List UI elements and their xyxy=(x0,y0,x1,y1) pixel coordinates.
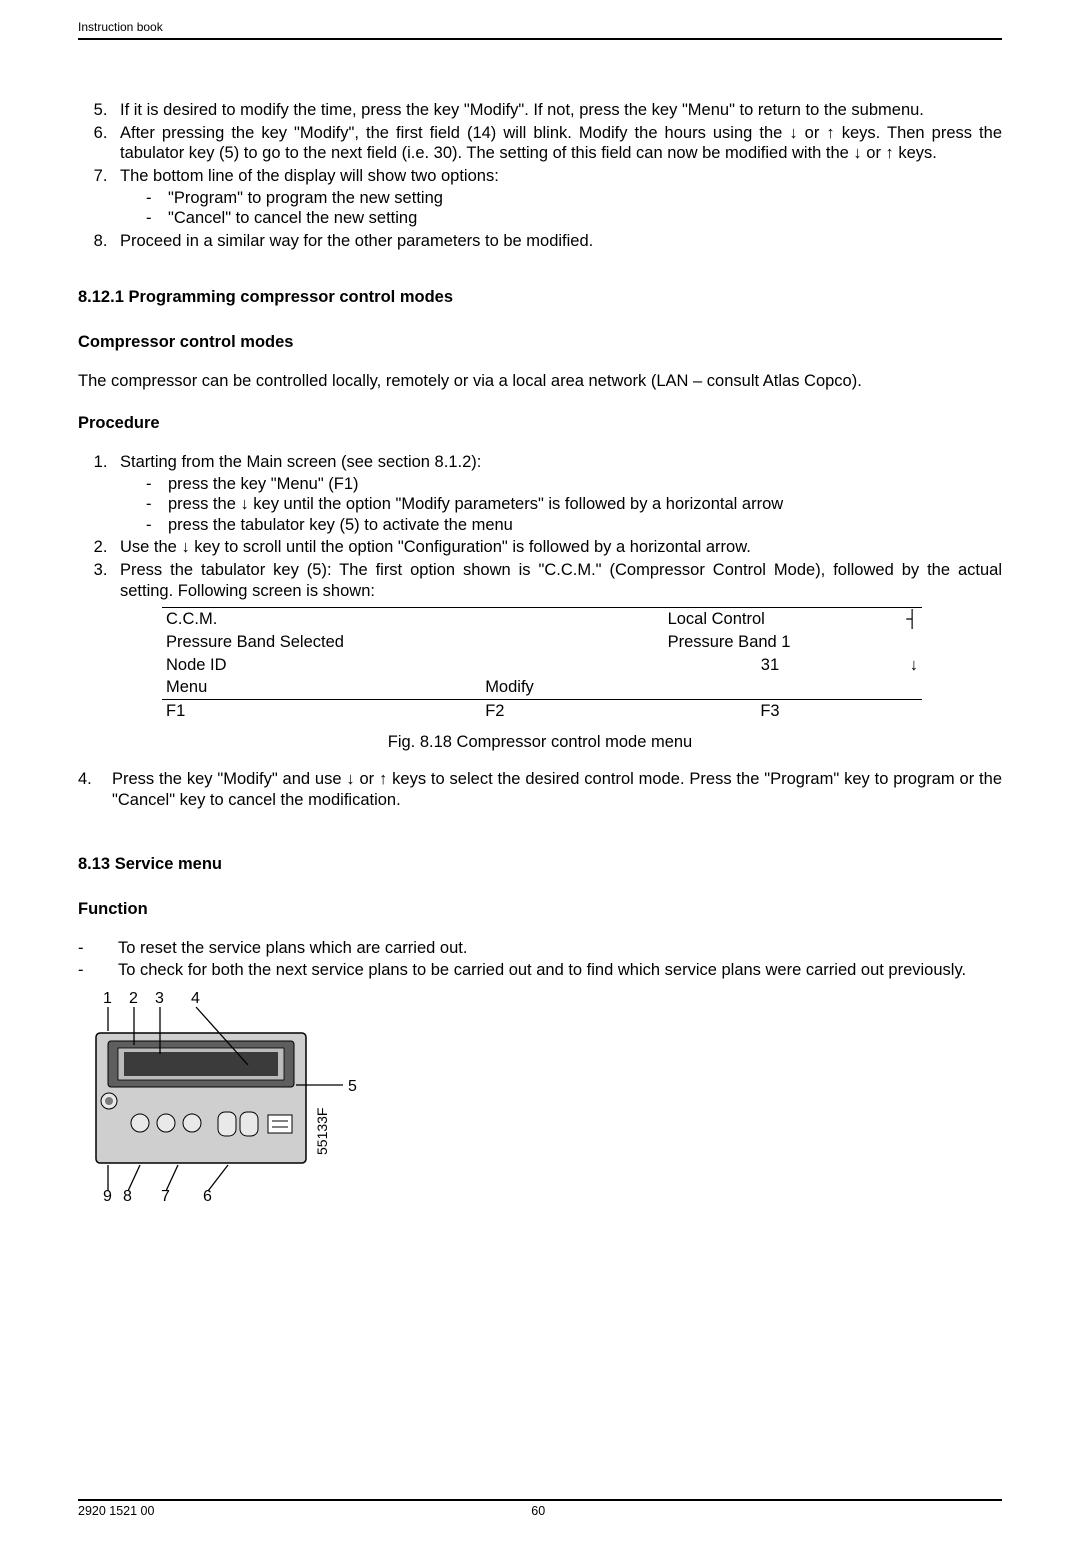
content: If it is desired to modify the time, pre… xyxy=(78,40,1002,1200)
header-label: Instruction book xyxy=(78,18,1002,38)
cell: Node ID xyxy=(162,654,481,677)
cell: 31 xyxy=(664,654,877,677)
table: C.C.M. Local Control ┤ Pressure Band Sel… xyxy=(162,607,922,722)
callout-2: 2 xyxy=(129,989,138,1009)
subheading-compressor-modes: Compressor control modes xyxy=(78,332,1002,353)
text: Use the ↓ key to scroll until the option… xyxy=(120,538,751,556)
list-item: After pressing the key "Modify", the fir… xyxy=(112,123,1002,164)
sub-item: press the ↓ key until the option "Modify… xyxy=(146,494,1002,515)
callout-9: 9 xyxy=(103,1187,112,1207)
cell: ↓ xyxy=(876,654,922,677)
panel-svg xyxy=(78,995,368,1200)
step-number: 4. xyxy=(78,769,112,814)
table-row: Node ID 31 ↓ xyxy=(162,654,922,677)
procedure-list: Starting from the Main screen (see secti… xyxy=(78,452,1002,601)
heading-8-13: 8.13 Service menu xyxy=(78,854,1002,875)
sub-item: "Program" to program the new setting xyxy=(146,188,1002,209)
subheading-function: Function xyxy=(78,899,1002,920)
callout-1: 1 xyxy=(103,989,112,1009)
cell xyxy=(876,631,922,654)
cell: F1 xyxy=(162,699,481,722)
list-item: Starting from the Main screen (see secti… xyxy=(112,452,1002,536)
cell: Pressure Band 1 xyxy=(664,631,877,654)
step-4: 4. Press the key "Modify" and use ↓ or ↑… xyxy=(78,769,1002,814)
text: Press the tabulator key (5): The first o… xyxy=(120,561,1002,600)
cell xyxy=(481,608,663,631)
sub-item: press the key "Menu" (F1) xyxy=(146,474,1002,495)
control-panel-diagram: 1 2 3 4 5 6 7 8 9 55133F xyxy=(78,995,368,1200)
cell xyxy=(481,631,663,654)
list-item: If it is desired to modify the time, pre… xyxy=(112,100,1002,121)
cell: F3 xyxy=(664,699,877,722)
side-label: 55133F xyxy=(314,1107,332,1154)
function-list: To reset the service plans which are car… xyxy=(78,938,1002,981)
paragraph: The compressor can be controlled locally… xyxy=(78,371,1002,392)
ordered-list-5: If it is desired to modify the time, pre… xyxy=(78,100,1002,251)
cell xyxy=(664,676,877,699)
callout-4: 4 xyxy=(191,989,200,1009)
cell: Menu xyxy=(162,676,481,699)
text: Starting from the Main screen (see secti… xyxy=(120,453,481,471)
list-item: To reset the service plans which are car… xyxy=(78,938,1002,959)
step-text: Press the key "Modify" and use ↓ or ↑ ke… xyxy=(112,769,1002,810)
table-row: F1 F2 F3 xyxy=(162,699,922,722)
table-row: Menu Modify xyxy=(162,676,922,699)
sub-list: "Program" to program the new setting "Ca… xyxy=(120,188,1002,229)
list-item: Proceed in a similar way for the other p… xyxy=(112,231,1002,252)
text: After pressing the key "Modify", the fir… xyxy=(120,124,1002,163)
cell xyxy=(481,654,663,677)
ccm-table: C.C.M. Local Control ┤ Pressure Band Sel… xyxy=(162,607,922,722)
instruction-list-a: If it is desired to modify the time, pre… xyxy=(78,100,1002,251)
callout-5: 5 xyxy=(348,1077,357,1097)
table-row: Pressure Band Selected Pressure Band 1 xyxy=(162,631,922,654)
cell xyxy=(876,699,922,722)
list-item: To check for both the next service plans… xyxy=(78,960,1002,981)
sub-list: press the key "Menu" (F1) press the ↓ ke… xyxy=(120,474,1002,536)
callout-6: 6 xyxy=(203,1187,212,1207)
callout-3: 3 xyxy=(155,989,164,1009)
callout-8: 8 xyxy=(123,1187,132,1207)
cell: ┤ xyxy=(876,608,922,631)
cell: Local Control xyxy=(664,608,877,631)
text: If it is desired to modify the time, pre… xyxy=(120,101,924,119)
cell: Pressure Band Selected xyxy=(162,631,481,654)
sub-item: "Cancel" to cancel the new setting xyxy=(146,208,1002,229)
list-item: Press the tabulator key (5): The first o… xyxy=(112,560,1002,601)
callout-7: 7 xyxy=(161,1187,170,1207)
footer-page-number: 60 xyxy=(74,1504,1002,1518)
text: Proceed in a similar way for the other p… xyxy=(120,232,593,250)
table-row: C.C.M. Local Control ┤ xyxy=(162,608,922,631)
footer-line: 2920 1521 00 60 xyxy=(78,1499,1002,1518)
cell xyxy=(876,676,922,699)
cell: C.C.M. xyxy=(162,608,481,631)
page: Instruction book If it is desired to mod… xyxy=(0,18,1080,1546)
list-item: Use the ↓ key to scroll until the option… xyxy=(112,537,1002,558)
figure-caption: Fig. 8.18 Compressor control mode menu xyxy=(78,732,1002,753)
footer: 2920 1521 00 60 xyxy=(78,1499,1002,1518)
text: The bottom line of the display will show… xyxy=(120,167,499,185)
list-item: The bottom line of the display will show… xyxy=(112,166,1002,229)
subheading-procedure: Procedure xyxy=(78,413,1002,434)
cell: F2 xyxy=(481,699,663,722)
heading-8-12-1: 8.12.1 Programming compressor control mo… xyxy=(78,287,1002,308)
cell: Modify xyxy=(481,676,663,699)
header-bar: Instruction book xyxy=(78,18,1002,40)
sub-item: press the tabulator key (5) to activate … xyxy=(146,515,1002,536)
